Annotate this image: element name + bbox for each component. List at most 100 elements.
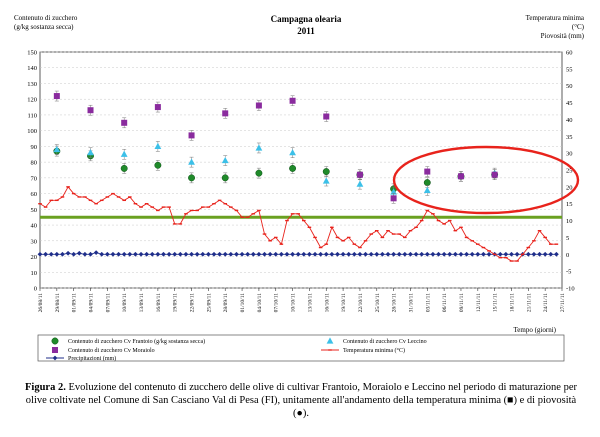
y-left-tick-label: 110 bbox=[27, 112, 37, 119]
data-point bbox=[255, 169, 263, 177]
chart-marks bbox=[37, 90, 580, 262]
data-point bbox=[88, 251, 93, 257]
data-point bbox=[531, 251, 537, 257]
data-point bbox=[154, 104, 161, 111]
data-point bbox=[144, 251, 150, 257]
legend-label: Precipitazioni (mm) bbox=[68, 355, 116, 362]
data-point bbox=[356, 171, 363, 178]
legend: Contenuto di zucchero Cv Frantoio (g/kg … bbox=[37, 334, 565, 362]
x-axis-label: Tempo (giorni) bbox=[514, 326, 557, 334]
y-right-tick-label: 45 bbox=[566, 100, 573, 107]
data-point bbox=[110, 251, 116, 257]
data-point bbox=[121, 119, 128, 126]
data-point bbox=[188, 132, 195, 139]
data-point bbox=[424, 168, 431, 175]
data-point bbox=[318, 251, 324, 257]
data-point bbox=[491, 171, 498, 178]
data-point bbox=[322, 168, 330, 176]
legend-label: Contenuto di zucchero Cv Moraiolo bbox=[68, 348, 155, 354]
data-point bbox=[379, 251, 385, 257]
data-point bbox=[458, 251, 464, 257]
data-point bbox=[99, 251, 105, 257]
data-point bbox=[537, 251, 542, 257]
data-point bbox=[486, 251, 492, 257]
data-point bbox=[419, 251, 425, 257]
data-point bbox=[262, 251, 267, 257]
legend-marker bbox=[52, 347, 58, 353]
legend-marker bbox=[51, 337, 59, 345]
figure-caption: Figura 2. Evoluzione del contenuto di zu… bbox=[18, 381, 584, 420]
data-point bbox=[172, 251, 178, 257]
x-tick-label: 25/09/11 bbox=[206, 293, 212, 313]
x-tick-label: 29/08/11 bbox=[55, 293, 61, 313]
x-tick-label: 01/10/11 bbox=[240, 293, 246, 313]
y-right-tick-label: 0 bbox=[566, 252, 569, 259]
x-tick-label: 27/11/11 bbox=[560, 293, 566, 312]
data-point bbox=[177, 251, 183, 257]
data-point bbox=[363, 251, 368, 257]
data-point bbox=[323, 251, 329, 257]
data-point bbox=[200, 251, 206, 257]
y-right-tick-label: -10 bbox=[566, 286, 575, 293]
x-tick-label: 04/10/11 bbox=[257, 293, 263, 313]
data-point bbox=[553, 251, 559, 257]
data-point bbox=[76, 250, 82, 256]
legend-item: Temperatura minima (°C) bbox=[321, 347, 405, 354]
y-left-tick-label: 130 bbox=[27, 81, 37, 88]
data-point bbox=[452, 251, 458, 257]
x-tick-label: 18/11/11 bbox=[509, 293, 515, 312]
data-point bbox=[548, 251, 554, 257]
x-tick-label: 19/09/11 bbox=[173, 293, 179, 313]
data-point bbox=[340, 251, 346, 257]
y-right-label-line1: Temperatura minima bbox=[526, 14, 585, 22]
x-tick-label: 09/11/11 bbox=[459, 293, 465, 312]
axes: 0102030405060708090100110120130140150-10… bbox=[27, 50, 574, 313]
data-point bbox=[351, 251, 357, 257]
data-point bbox=[391, 251, 397, 257]
data-point bbox=[396, 251, 402, 257]
data-point bbox=[116, 251, 121, 257]
data-point bbox=[385, 251, 391, 257]
data-point bbox=[53, 145, 61, 153]
y-left-tick-label: 100 bbox=[27, 128, 37, 135]
y-left-tick-label: 70 bbox=[31, 175, 38, 182]
data-point bbox=[289, 149, 296, 156]
chart-labels: Campagna olearia 2011 Contenuto di zucch… bbox=[14, 14, 585, 334]
data-point bbox=[138, 251, 144, 257]
x-tick-label: 12/11/11 bbox=[476, 293, 482, 312]
x-tick-label: 06/11/11 bbox=[442, 293, 448, 312]
grid bbox=[40, 51, 562, 289]
y-right-tick-label: 10 bbox=[566, 218, 573, 225]
x-tick-label: 19/10/11 bbox=[341, 293, 347, 313]
series-precipitazioni-mm bbox=[37, 250, 559, 257]
data-point bbox=[323, 113, 330, 120]
data-point bbox=[356, 180, 364, 187]
y-left-tick-label: 150 bbox=[27, 50, 37, 57]
x-tick-label: 28/09/11 bbox=[223, 293, 229, 313]
data-point bbox=[329, 251, 335, 257]
x-tick-label: 28/10/11 bbox=[392, 293, 398, 313]
caption-prefix: Figura 2. bbox=[25, 382, 66, 393]
data-point bbox=[71, 251, 77, 257]
data-point bbox=[222, 251, 228, 257]
series-contenuto-di-zucchero-cv-moraiolo bbox=[53, 90, 498, 204]
data-point bbox=[65, 250, 71, 256]
data-point bbox=[239, 251, 245, 257]
data-point bbox=[60, 251, 65, 257]
y-left-tick-label: 30 bbox=[31, 238, 38, 245]
data-point bbox=[464, 251, 469, 257]
data-point bbox=[149, 251, 155, 257]
data-point bbox=[430, 251, 436, 257]
y-right-tick-label: 15 bbox=[566, 201, 573, 208]
x-tick-label: 16/10/11 bbox=[324, 293, 330, 313]
x-tick-label: 07/09/11 bbox=[105, 293, 111, 313]
legend-label: Temperatura minima (°C) bbox=[343, 347, 405, 354]
y-left-label-line2: (g/kg sostanza secca) bbox=[14, 23, 74, 31]
x-tick-label: 31/10/11 bbox=[408, 293, 414, 313]
y-left-tick-label: 40 bbox=[31, 223, 38, 230]
y-left-tick-label: 120 bbox=[27, 97, 37, 104]
y-right-tick-label: 30 bbox=[566, 151, 573, 158]
data-point bbox=[82, 251, 88, 257]
data-point bbox=[205, 251, 211, 257]
